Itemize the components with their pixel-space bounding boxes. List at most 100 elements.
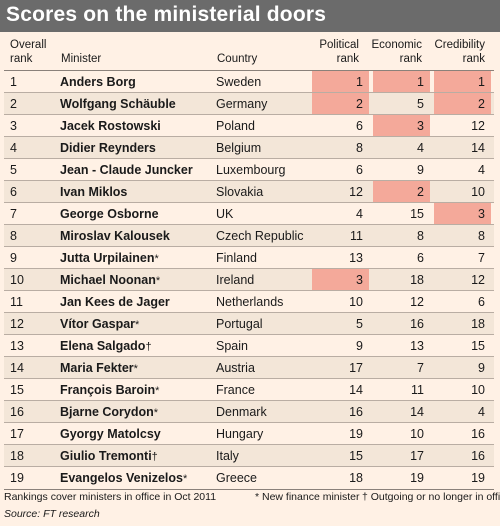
economic-rank-value: 16 — [410, 317, 424, 331]
credibility-rank-value: 12 — [471, 119, 485, 133]
economic-rank-cell: 14 — [373, 401, 430, 423]
overall-rank-cell: 15 — [10, 383, 24, 397]
overall-rank-cell: 10 — [10, 273, 24, 287]
table-row: 3 Jacek Rostowski Poland 6 3 12 — [4, 114, 494, 137]
economic-rank-cell: 1 — [373, 71, 430, 93]
political-rank-cell: 8 — [312, 137, 369, 159]
credibility-rank-cell: 16 — [434, 423, 491, 445]
political-rank-value: 6 — [356, 163, 363, 177]
minister-name: Wolfgang Schäuble — [60, 97, 176, 111]
table-row: 11 Jan Kees de Jager Netherlands 10 12 6 — [4, 290, 494, 313]
political-rank-cell: 9 — [312, 335, 369, 357]
economic-rank-value: 4 — [417, 141, 424, 155]
overall-rank-cell: 14 — [10, 361, 24, 375]
minister-name: George Osborne — [60, 207, 159, 221]
political-rank-value: 2 — [356, 97, 363, 111]
credibility-rank-cell: 10 — [434, 379, 491, 401]
table-row: 14 Maria Fekter* Austria 17 7 9 — [4, 356, 494, 379]
economic-rank-value: 13 — [410, 339, 424, 353]
minister-cell: Jutta Urpilainen* — [60, 251, 159, 266]
table-row: 7 George Osborne UK 4 15 3 — [4, 202, 494, 225]
minister-cell: Wolfgang Schäuble — [60, 97, 176, 111]
economic-rank-value: 9 — [417, 163, 424, 177]
economic-rank-value: 17 — [410, 449, 424, 463]
table-row: 19 Evangelos Venizelos* Greece 18 19 19 — [4, 466, 494, 490]
table-row: 15 François Baroin* France 14 11 10 — [4, 378, 494, 401]
minister-name: Vítor Gaspar — [60, 317, 136, 331]
credibility-rank-cell: 18 — [434, 313, 491, 335]
country-cell: France — [216, 383, 255, 397]
source-note: Source: FT research — [4, 508, 100, 520]
economic-rank-cell: 4 — [373, 137, 430, 159]
minister-cell: Ivan Miklos — [60, 185, 127, 199]
credibility-rank-cell: 12 — [434, 115, 491, 137]
header-country: Country — [217, 53, 258, 65]
minister-cell: Elena Salgado† — [60, 339, 152, 354]
political-rank-value: 9 — [356, 339, 363, 353]
credibility-rank-cell: 16 — [434, 445, 491, 467]
political-rank-value: 1 — [356, 75, 363, 89]
minister-cell: Maria Fekter* — [60, 361, 138, 376]
header-political-line2: rank — [336, 53, 359, 65]
economic-rank-cell: 11 — [373, 379, 430, 401]
credibility-rank-value: 6 — [478, 295, 485, 309]
political-rank-value: 8 — [356, 141, 363, 155]
credibility-rank-value: 18 — [471, 317, 485, 331]
footnote-coverage: Rankings cover ministers in office in Oc… — [4, 491, 217, 503]
credibility-rank-value: 16 — [471, 449, 485, 463]
credibility-rank-cell: 2 — [434, 93, 491, 115]
economic-rank-value: 7 — [417, 361, 424, 375]
credibility-rank-value: 3 — [478, 207, 485, 221]
minister-cell: Anders Borg — [60, 75, 136, 89]
minister-name: Giulio Tremonti — [60, 449, 152, 463]
credibility-rank-cell: 8 — [434, 225, 491, 247]
minister-cell: Giulio Tremonti† — [60, 449, 158, 464]
economic-rank-cell: 6 — [373, 247, 430, 269]
economic-rank-value: 12 — [410, 295, 424, 309]
header-economic-line1: Economic — [371, 39, 423, 51]
header-political: Political rank — [300, 38, 359, 66]
minister-cell: Jean - Claude Juncker — [60, 163, 193, 177]
overall-rank-cell: 1 — [10, 75, 17, 89]
overall-rank-cell: 5 — [10, 163, 17, 177]
minister-name: François Baroin — [60, 383, 156, 397]
political-rank-cell: 15 — [312, 445, 369, 467]
economic-rank-cell: 5 — [373, 93, 430, 115]
political-rank-value: 12 — [349, 185, 363, 199]
minister-status-mark: † — [151, 451, 158, 463]
economic-rank-cell: 10 — [373, 423, 430, 445]
minister-cell: Gyorgy Matolcsy — [60, 427, 161, 441]
overall-rank-cell: 11 — [10, 295, 23, 309]
overall-rank-cell: 16 — [10, 405, 24, 419]
minister-name: Anders Borg — [60, 75, 136, 89]
credibility-rank-value: 19 — [471, 471, 485, 485]
credibility-rank-value: 9 — [478, 361, 485, 375]
political-rank-value: 15 — [349, 449, 363, 463]
credibility-rank-value: 16 — [471, 427, 485, 441]
country-cell: Sweden — [216, 75, 262, 89]
economic-rank-cell: 2 — [373, 181, 430, 203]
political-rank-cell: 3 — [312, 269, 369, 291]
minister-name: Ivan Miklos — [60, 185, 128, 199]
table-row: 12 Vítor Gaspar* Portugal 5 16 18 — [4, 312, 494, 335]
table-row: 13 Elena Salgado† Spain 9 13 15 — [4, 334, 494, 357]
minister-name: Elena Salgado — [60, 339, 146, 353]
political-rank-value: 10 — [349, 295, 363, 309]
political-rank-cell: 6 — [312, 159, 369, 181]
economic-rank-value: 5 — [417, 97, 424, 111]
political-rank-cell: 2 — [312, 93, 369, 115]
credibility-rank-cell: 12 — [434, 269, 491, 291]
table-row: 18 Giulio Tremonti† Italy 15 17 16 — [4, 444, 494, 467]
minister-status-mark: * — [135, 319, 140, 331]
table-row: 16 Bjarne Corydon* Denmark 16 14 4 — [4, 400, 494, 423]
economic-rank-value: 8 — [417, 229, 424, 243]
table-row: 2 Wolfgang Schäuble Germany 2 5 2 — [4, 92, 494, 115]
country-cell: Austria — [216, 361, 255, 375]
political-rank-cell: 13 — [312, 247, 369, 269]
political-rank-value: 5 — [356, 317, 363, 331]
credibility-rank-value: 12 — [471, 273, 485, 287]
minister-status-mark: * — [155, 275, 161, 287]
country-cell: Poland — [216, 119, 255, 133]
minister-status-mark: * — [154, 253, 159, 265]
